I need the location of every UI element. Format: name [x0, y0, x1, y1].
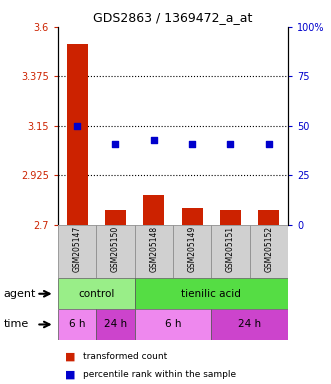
Bar — [182, 208, 203, 225]
Text: GSM205151: GSM205151 — [226, 226, 235, 272]
Point — [113, 141, 118, 147]
Bar — [105, 210, 126, 225]
Point — [151, 137, 157, 143]
Point — [266, 141, 271, 147]
Point — [74, 123, 80, 129]
Bar — [135, 309, 211, 340]
Bar — [58, 309, 96, 340]
Bar — [220, 210, 241, 225]
Bar — [258, 210, 279, 225]
Text: GSM205148: GSM205148 — [149, 226, 158, 272]
Bar — [96, 309, 135, 340]
Bar — [250, 225, 288, 278]
Bar — [58, 225, 96, 278]
Bar — [211, 309, 288, 340]
Bar — [135, 278, 288, 309]
Text: control: control — [78, 289, 115, 299]
Text: percentile rank within the sample: percentile rank within the sample — [83, 370, 236, 379]
Bar — [58, 278, 135, 309]
Text: agent: agent — [3, 289, 36, 299]
Bar — [173, 225, 211, 278]
Bar — [143, 195, 164, 225]
Text: GSM205150: GSM205150 — [111, 226, 120, 272]
Text: transformed count: transformed count — [83, 352, 167, 361]
Bar — [135, 225, 173, 278]
Text: 24 h: 24 h — [238, 319, 261, 329]
Text: GSM205149: GSM205149 — [188, 226, 197, 272]
Text: GSM205152: GSM205152 — [264, 226, 273, 272]
Text: 24 h: 24 h — [104, 319, 127, 329]
Title: GDS2863 / 1369472_a_at: GDS2863 / 1369472_a_at — [93, 11, 253, 24]
Point — [228, 141, 233, 147]
Bar — [211, 225, 250, 278]
Text: ■: ■ — [65, 369, 75, 379]
Text: GSM205147: GSM205147 — [72, 226, 82, 272]
Text: time: time — [3, 319, 28, 329]
Text: ■: ■ — [65, 351, 75, 361]
Text: 6 h: 6 h — [69, 319, 85, 329]
Text: 6 h: 6 h — [165, 319, 181, 329]
Bar — [67, 45, 88, 225]
Bar — [96, 225, 135, 278]
Point — [189, 141, 195, 147]
Text: tienilic acid: tienilic acid — [181, 289, 241, 299]
